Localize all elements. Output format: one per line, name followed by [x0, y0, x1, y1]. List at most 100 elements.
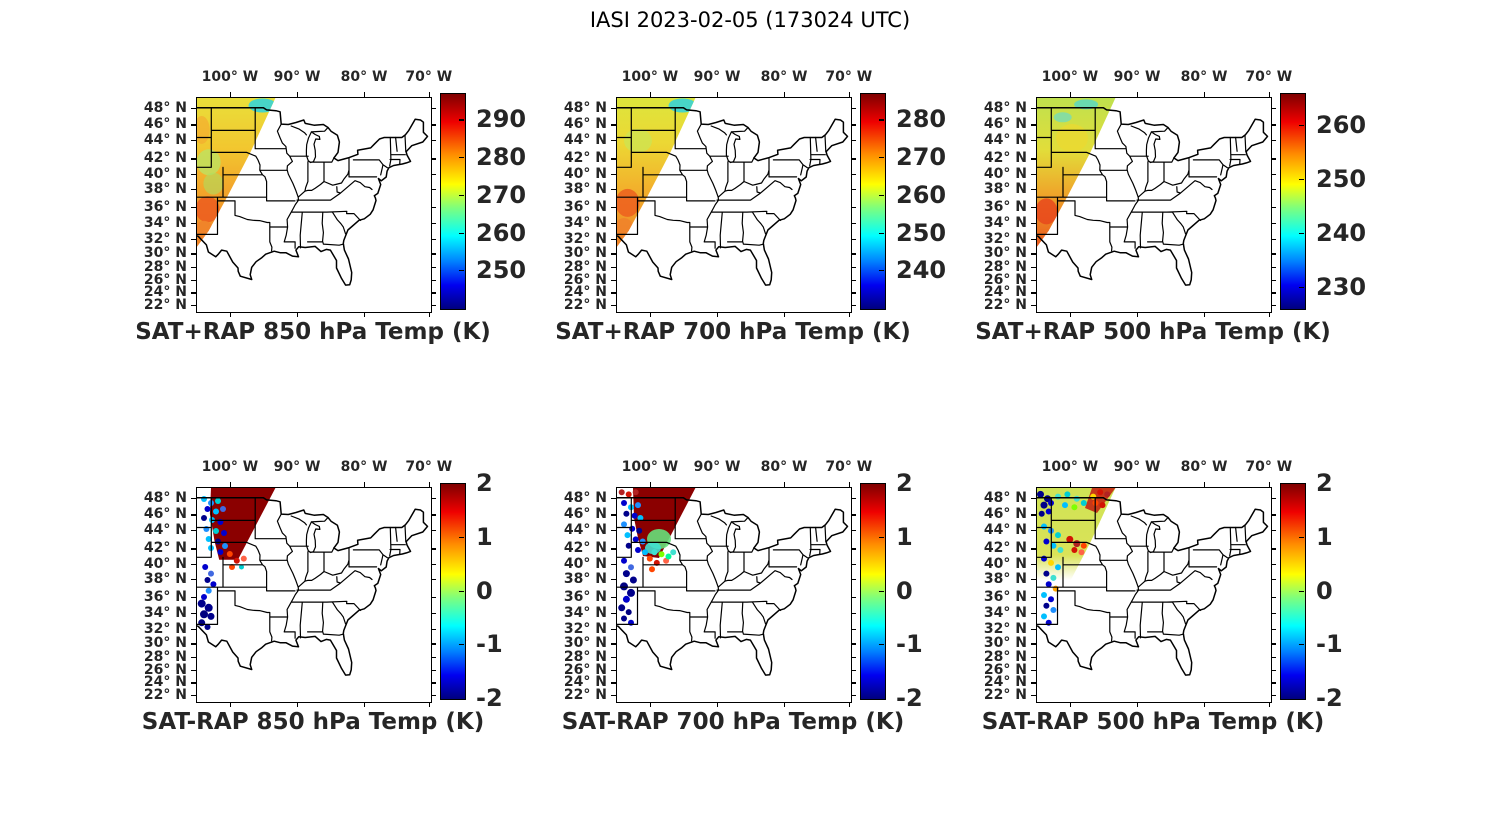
map-axes: [196, 487, 432, 703]
lat-tick-mark: [1031, 207, 1036, 209]
lat-tick-label: 36° N: [983, 199, 1027, 216]
lat-tick-label: 38° N: [143, 181, 187, 198]
panel-title: SAT+RAP 850 hPa Temp (K): [135, 319, 491, 345]
obs-dot: [646, 555, 653, 562]
lat-tick-mark: [1031, 140, 1036, 142]
colorbar-tick-label: 2: [476, 469, 493, 497]
lat-tick-label: 22° N: [983, 297, 1027, 313]
lat-tick-label: 38° N: [563, 571, 607, 588]
lat-tick-mark: [1271, 613, 1276, 615]
obs-dot: [1048, 596, 1054, 603]
lat-tick-mark: [1271, 266, 1276, 268]
lat-tick-label: 40° N: [983, 556, 1027, 573]
colorbar-tick-label: 0: [1316, 576, 1333, 605]
lat-tick-mark: [431, 682, 436, 684]
lat-tick-mark: [851, 629, 856, 631]
lon-tick-label: 80° W: [340, 459, 388, 475]
lat-tick-mark: [1031, 253, 1036, 255]
lat-tick-mark: [431, 643, 436, 645]
map-axes: [1036, 487, 1272, 703]
lat-tick-label: 34° N: [143, 605, 187, 622]
lat-tick-label: 48° N: [983, 490, 1027, 507]
lon-tick-mark: [848, 702, 851, 707]
lat-tick-label: 38° N: [983, 181, 1027, 198]
obs-dot: [1104, 491, 1111, 498]
lat-tick-mark: [851, 643, 856, 645]
lat-tick-mark: [611, 669, 616, 672]
lat-tick-label: 42° N: [143, 150, 187, 167]
lat-tick-label: 36° N: [143, 199, 187, 216]
lat-tick-mark: [1271, 695, 1276, 697]
lat-tick-mark: [191, 629, 196, 631]
lat-tick-mark: [431, 292, 436, 294]
obs-dot: [1050, 607, 1057, 613]
lon-tick-mark: [784, 702, 786, 707]
lat-tick-mark: [611, 279, 616, 282]
obs-dot: [1099, 502, 1106, 509]
obs-dot: [204, 577, 211, 583]
obs-dot: [1055, 532, 1061, 539]
map-axes: [616, 97, 852, 313]
colorbar-tick-mark: [879, 119, 884, 121]
lat-tick-label: 24° N: [983, 284, 1027, 301]
lat-tick-mark: [431, 305, 436, 307]
lat-tick-mark: [1271, 682, 1276, 684]
lat-tick-label: 22° N: [143, 297, 187, 313]
obs-dot: [1050, 574, 1057, 581]
obs-dot: [229, 564, 235, 570]
lat-tick-label: 30° N: [983, 245, 1027, 262]
colorbar-tick-mark: [1299, 179, 1304, 181]
lat-tick-mark: [191, 514, 196, 516]
lat-tick-label: 28° N: [143, 258, 187, 275]
lat-tick-label: 30° N: [983, 635, 1027, 652]
obs-dot: [201, 515, 207, 521]
lat-tick-mark: [1271, 498, 1276, 500]
lat-tick-mark: [1271, 305, 1276, 307]
lat-tick-mark: [611, 530, 616, 532]
obs-dot: [201, 594, 207, 600]
satellite-swath: [617, 98, 696, 247]
lon-tick-label: 100° W: [621, 69, 679, 85]
lon-tick-label: 70° W: [825, 459, 873, 475]
lat-tick-mark: [1031, 239, 1036, 241]
lat-tick-mark: [851, 498, 856, 500]
lat-tick-label: 44° N: [143, 522, 187, 538]
lat-tick-mark: [1031, 695, 1036, 697]
obs-dot: [1071, 504, 1078, 511]
lat-tick-label: 28° N: [983, 648, 1027, 665]
lat-tick-mark: [851, 279, 856, 282]
colorbar-tick-label: 260: [896, 180, 947, 209]
lat-tick-mark: [191, 292, 196, 294]
lat-tick-mark: [1271, 656, 1276, 658]
lon-tick-mark: [1204, 482, 1206, 487]
colorbar-tick-mark: [879, 536, 884, 538]
lon-tick-mark: [848, 92, 851, 97]
lat-tick-mark: [1271, 643, 1276, 645]
lon-tick-label: 90° W: [693, 69, 741, 85]
obs-dot: [623, 510, 630, 517]
lat-tick-mark: [431, 279, 436, 282]
lon-tick-mark: [229, 702, 232, 707]
lat-tick-label: 32° N: [143, 621, 187, 638]
obs-dot: [1073, 495, 1080, 502]
lat-tick-label: 26° N: [563, 661, 607, 678]
lat-tick-mark: [191, 669, 196, 672]
obs-dot: [670, 549, 677, 556]
lon-tick-mark: [1069, 482, 1072, 487]
obs-dot: [635, 547, 641, 553]
lat-tick-label: 44° N: [983, 132, 1027, 148]
lon-tick-mark: [428, 702, 431, 707]
lat-tick-mark: [191, 656, 196, 658]
lat-tick-label: 32° N: [983, 621, 1027, 638]
lat-tick-label: 42° N: [983, 540, 1027, 557]
obs-dot: [631, 512, 638, 519]
lat-tick-mark: [191, 643, 196, 645]
lon-tick-mark: [364, 312, 366, 317]
colorbar-tick-label: 1: [476, 522, 493, 551]
lat-tick-mark: [611, 253, 616, 255]
colorbar-tick-label: -1: [896, 630, 923, 659]
lat-tick-label: 48° N: [563, 100, 607, 117]
colorbar-tick-label: 280: [896, 105, 947, 134]
obs-dot: [1055, 564, 1061, 571]
lat-tick-mark: [851, 292, 856, 294]
